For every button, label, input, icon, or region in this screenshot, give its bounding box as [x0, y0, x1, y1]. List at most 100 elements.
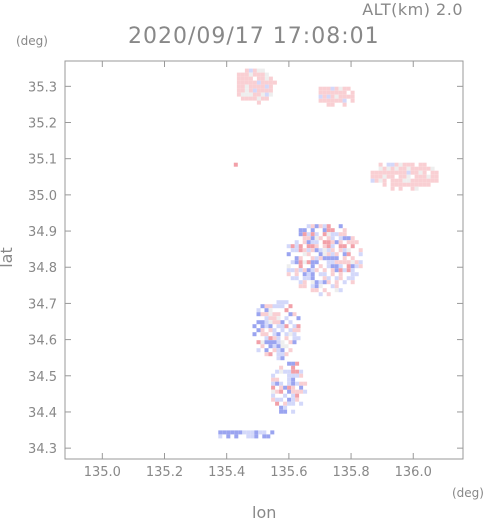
echo-cell — [275, 401, 280, 406]
plot-frame — [64, 60, 464, 460]
echo-cell — [338, 244, 343, 249]
echo-cell — [298, 260, 303, 265]
echo-cell — [414, 182, 419, 187]
echo-cell — [434, 174, 439, 179]
echo-cell — [322, 98, 327, 103]
echo-cell — [268, 320, 273, 325]
echo-cell — [306, 276, 311, 281]
echo-cell — [394, 182, 399, 187]
echo-cell — [284, 300, 289, 305]
echo-cell — [291, 361, 296, 366]
echo-cell — [310, 236, 315, 241]
echo-cell — [302, 268, 307, 273]
echo-cell — [334, 288, 339, 293]
echo-cell — [326, 102, 331, 107]
echo-cell — [378, 162, 383, 167]
echo-cell — [295, 369, 300, 374]
echo-cell — [410, 166, 415, 171]
echo-cell — [299, 373, 304, 378]
echo-cell — [248, 92, 253, 97]
echo-cell — [246, 434, 251, 439]
echo-cell — [318, 264, 323, 269]
echo-cell — [338, 268, 343, 273]
echo-cell — [288, 320, 293, 325]
echo-cell — [390, 178, 395, 183]
echo-cell — [276, 316, 281, 321]
echo-cell — [382, 166, 387, 171]
echo-cell — [382, 174, 387, 179]
echo-cell — [298, 228, 303, 233]
echo-cell — [326, 244, 331, 249]
echo-cell — [236, 84, 241, 89]
echo-cell — [292, 312, 297, 317]
echo-cell — [268, 336, 273, 341]
echo-cell — [284, 352, 289, 357]
echo-cell — [254, 430, 259, 435]
echo-cell — [310, 268, 315, 273]
echo-cell — [378, 166, 383, 171]
echo-cell — [354, 240, 359, 245]
echo-cell — [314, 240, 319, 245]
echo-cell — [284, 336, 289, 341]
echo-cell — [330, 252, 335, 257]
echo-cell — [302, 284, 307, 289]
echo-cell — [283, 393, 288, 398]
echo-cell — [390, 174, 395, 179]
echo-cell — [342, 280, 347, 285]
y-tick-label: 34.9 — [28, 225, 57, 240]
echo-cell — [306, 244, 311, 249]
echo-cell — [264, 324, 269, 329]
echo-cell — [394, 162, 399, 167]
echo-cell — [302, 272, 307, 277]
echo-cell — [422, 166, 427, 171]
echo-cell — [414, 186, 419, 191]
echo-cell — [283, 385, 288, 390]
region-southwest-line — [218, 430, 275, 439]
echo-cell — [287, 369, 292, 374]
echo-cell — [306, 248, 311, 253]
echo-cell — [295, 397, 300, 402]
echo-cell — [322, 232, 327, 237]
echo-cell — [266, 434, 271, 439]
y-tick-label: 34.8 — [28, 261, 57, 276]
echo-cell — [318, 86, 323, 91]
echo-cell — [271, 373, 276, 378]
echo-cell — [410, 186, 415, 191]
echo-cell — [264, 320, 269, 325]
echo-cell — [330, 94, 335, 99]
echo-cell — [302, 276, 307, 281]
echo-cell — [334, 86, 339, 91]
echo-cell — [338, 236, 343, 241]
echo-cell — [354, 264, 359, 269]
region-north-cluster-a — [236, 68, 277, 105]
echo-cell — [434, 178, 439, 183]
echo-cell — [342, 90, 347, 95]
echo-cell — [252, 84, 257, 89]
echo-cell — [338, 248, 343, 253]
echo-cell — [330, 284, 335, 289]
echo-cell — [260, 80, 265, 85]
echo-cell — [370, 174, 375, 179]
echo-cell — [322, 228, 327, 233]
echo-cell — [264, 76, 269, 81]
echo-cell — [330, 264, 335, 269]
echo-cell — [382, 182, 387, 187]
echo-cell — [414, 166, 419, 171]
echo-cell — [283, 409, 288, 414]
region-central-north-patches — [286, 224, 363, 297]
echo-cell — [418, 166, 423, 171]
echo-cell — [268, 344, 273, 349]
region-south-core — [271, 361, 308, 414]
echo-cell — [346, 264, 351, 269]
echo-cell — [244, 96, 249, 101]
echo-cell — [342, 86, 347, 91]
echo-cell — [298, 248, 303, 253]
echo-cell — [286, 264, 291, 269]
echo-cell — [268, 352, 273, 357]
echo-cell — [292, 340, 297, 345]
region-central-core — [252, 300, 301, 361]
echo-cell — [252, 80, 257, 85]
echo-cell — [358, 264, 363, 269]
echo-cell — [264, 340, 269, 345]
echo-cell — [279, 397, 284, 402]
